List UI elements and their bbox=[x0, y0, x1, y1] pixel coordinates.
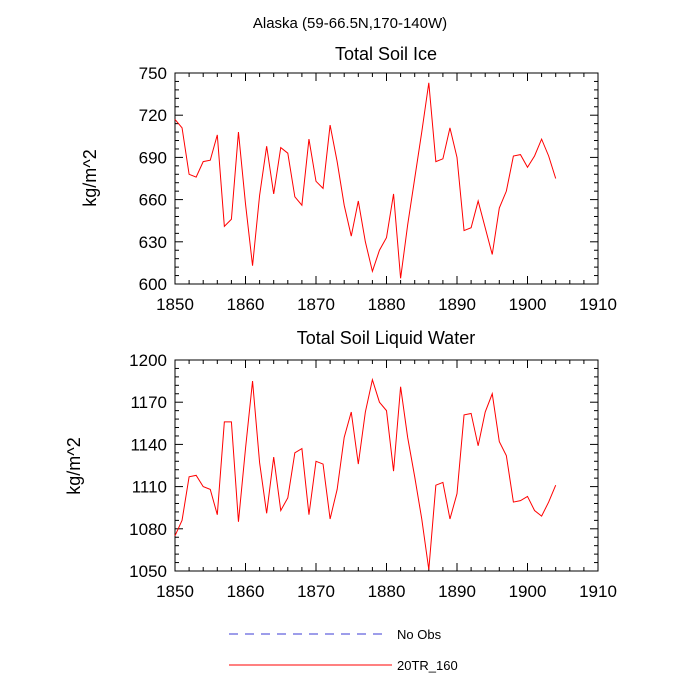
axis-ticks bbox=[174, 72, 599, 285]
y-tick-label: 720 bbox=[139, 106, 167, 125]
data-series bbox=[174, 377, 557, 570]
x-tick-label: 1880 bbox=[368, 295, 406, 314]
y-tick-label: 750 bbox=[139, 64, 167, 83]
y-axis-label: kg/m^2 bbox=[64, 437, 84, 494]
y-axis-label: kg/m^2 bbox=[80, 149, 100, 206]
figure-title: Alaska (59-66.5N,170-140W) bbox=[253, 15, 447, 32]
tick-labels: 1850 1860 1870 1880 1890 1900 1910 600 630 660 690… bbox=[139, 64, 617, 314]
legend-label-20tr-160: 20TR_160 bbox=[397, 658, 458, 673]
x-tick-label: 1850 bbox=[156, 295, 194, 314]
series-line-20tr-160 bbox=[174, 82, 557, 279]
data-series bbox=[174, 82, 557, 279]
y-tick-label: 630 bbox=[139, 233, 167, 252]
y-tick-label: 1050 bbox=[129, 562, 167, 581]
panel-soil-liquid-water: Total Soil Liquid Water 1850 1860 1870 1880… bbox=[64, 328, 617, 601]
panel-title: Total Soil Liquid Water bbox=[297, 328, 475, 348]
plot-frame bbox=[174, 72, 599, 285]
y-tick-label: 600 bbox=[139, 275, 167, 294]
panel-title: Total Soil Ice bbox=[335, 44, 437, 64]
x-tick-label: 1870 bbox=[297, 582, 335, 601]
axis-ticks bbox=[174, 359, 599, 572]
y-tick-label: 690 bbox=[139, 148, 167, 167]
x-tick-label: 1860 bbox=[227, 582, 265, 601]
plot-frame bbox=[174, 359, 599, 572]
tick-labels: 1850 1860 1870 1880 1890 1900 1910 1050 1080 1110… bbox=[129, 351, 617, 601]
y-tick-label: 1080 bbox=[129, 520, 167, 539]
x-tick-label: 1890 bbox=[438, 582, 476, 601]
x-tick-label: 1900 bbox=[509, 582, 547, 601]
x-tick-label: 1910 bbox=[579, 295, 617, 314]
legend-label-no-obs: No Obs bbox=[397, 627, 442, 642]
x-tick-label: 1890 bbox=[438, 295, 476, 314]
y-tick-label: 1200 bbox=[129, 351, 167, 370]
y-tick-label: 1140 bbox=[130, 435, 167, 454]
x-tick-label: 1880 bbox=[368, 582, 406, 601]
x-tick-label: 1860 bbox=[227, 295, 265, 314]
x-tick-label: 1910 bbox=[579, 582, 617, 601]
y-tick-label: 660 bbox=[139, 191, 167, 210]
x-tick-label: 1900 bbox=[509, 295, 547, 314]
legend: No Obs 20TR_160 bbox=[229, 627, 458, 673]
x-tick-label: 1850 bbox=[156, 582, 194, 601]
y-tick-label: 1170 bbox=[130, 393, 167, 412]
x-tick-label: 1870 bbox=[297, 295, 335, 314]
series-line-20tr-160 bbox=[174, 377, 557, 570]
panel-soil-ice: Total Soil Ice 1850 1860 1870 1880 1890 1900 1… bbox=[80, 44, 617, 314]
y-tick-label: 1110 bbox=[132, 478, 167, 497]
